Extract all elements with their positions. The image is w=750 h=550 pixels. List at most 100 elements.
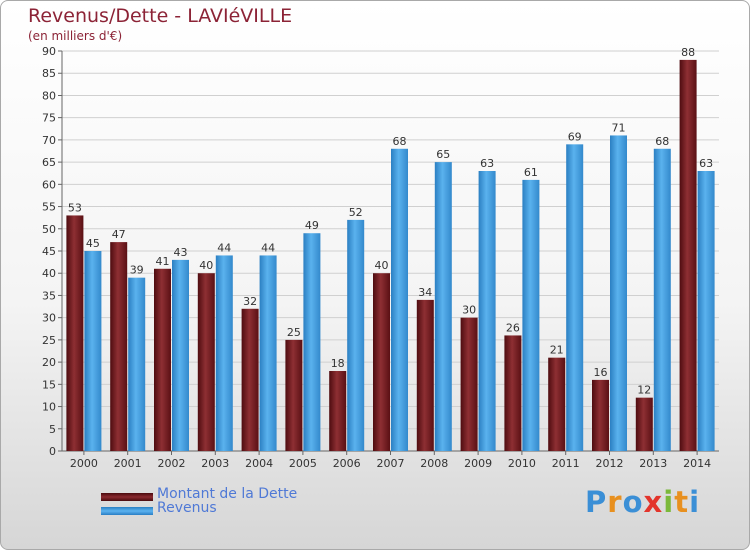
x-tick-label: 2000 <box>70 457 98 470</box>
data-label-dette: 34 <box>418 286 432 299</box>
bar-dette <box>679 59 697 452</box>
data-label-revenus: 61 <box>524 166 538 179</box>
y-tick-label: 35 <box>42 289 56 302</box>
y-tick-label: 0 <box>49 445 56 458</box>
bar-revenus <box>610 135 627 451</box>
y-tick-label: 15 <box>42 378 56 391</box>
data-label-dette: 18 <box>331 357 345 370</box>
bar-dette <box>373 273 390 451</box>
legend-label-revenus: Revenus <box>157 500 217 516</box>
bar-revenus <box>522 179 540 451</box>
y-tick-label: 50 <box>42 223 56 236</box>
x-tick-label: 2013 <box>639 457 667 470</box>
chart-subtitle: (en milliers d'€) <box>28 29 123 43</box>
y-tick-label: 45 <box>42 245 56 258</box>
data-label-revenus: 68 <box>655 135 669 148</box>
legend-swatch-revenus <box>101 507 153 515</box>
data-label-dette: 41 <box>156 255 170 268</box>
x-tick-label: 2007 <box>377 457 405 470</box>
y-tick-label: 20 <box>42 356 56 369</box>
y-tick-label: 60 <box>42 178 56 191</box>
x-tick-label: 2005 <box>289 457 317 470</box>
bar-revenus <box>303 233 321 451</box>
x-tick-label: 2004 <box>245 457 273 470</box>
bar-revenus <box>347 219 365 451</box>
bar-revenus <box>215 255 233 451</box>
bar-revenus <box>172 259 189 451</box>
data-label-revenus: 63 <box>480 157 494 170</box>
bar-dette <box>197 273 215 451</box>
x-tick-label: 2009 <box>464 457 492 470</box>
bar-dette <box>241 308 259 451</box>
y-tick-label: 85 <box>42 67 56 80</box>
y-tick-label: 90 <box>42 45 56 58</box>
data-label-revenus: 65 <box>436 148 450 161</box>
bar-dette <box>110 242 128 451</box>
y-tick-label: 80 <box>42 89 56 102</box>
logo-letter: o <box>622 485 644 519</box>
data-label-dette: 53 <box>68 201 82 214</box>
bar-revenus <box>391 148 408 451</box>
proxiti-logo: Proxiti <box>585 485 700 519</box>
y-tick-label: 5 <box>49 423 56 436</box>
y-tick-label: 40 <box>42 267 56 280</box>
bar-dette <box>635 397 653 451</box>
data-label-dette: 25 <box>287 326 301 339</box>
data-label-revenus: 49 <box>305 219 319 232</box>
data-label-dette: 12 <box>637 384 651 397</box>
x-tick-label: 2012 <box>596 457 624 470</box>
data-label-dette: 32 <box>243 295 257 308</box>
bar-revenus <box>697 171 715 451</box>
bar-dette <box>504 335 522 451</box>
data-label-dette: 21 <box>550 344 564 357</box>
logo-letter: r <box>607 485 623 519</box>
logo-letter: i <box>689 485 701 519</box>
y-tick-label: 30 <box>42 312 56 325</box>
legend-swatch-dette <box>101 493 153 501</box>
bar-dette <box>66 215 84 451</box>
data-label-revenus: 68 <box>393 135 407 148</box>
bar-revenus <box>434 162 452 451</box>
bar-revenus <box>128 277 146 451</box>
y-tick-label: 75 <box>42 112 56 125</box>
bar-dette <box>548 357 566 451</box>
legend-label-dette: Montant de la Dette <box>157 486 298 502</box>
logo-letter: i <box>663 485 675 519</box>
bar-revenus <box>653 148 671 451</box>
data-label-revenus: 45 <box>86 237 100 250</box>
y-tick-label: 65 <box>42 156 56 169</box>
bar-dette <box>154 268 171 451</box>
data-label-dette: 26 <box>506 321 520 334</box>
bar-dette <box>285 339 303 451</box>
x-tick-label: 2008 <box>420 457 448 470</box>
y-tick-label: 55 <box>42 201 56 214</box>
bar-revenus <box>566 144 584 452</box>
chart-title: Revenus/Dette - LAVIéVILLE <box>28 5 293 27</box>
data-label-revenus: 44 <box>217 241 231 254</box>
bar-revenus <box>84 251 102 451</box>
x-tick-label: 2010 <box>508 457 536 470</box>
data-label-revenus: 44 <box>261 241 275 254</box>
data-label-dette: 88 <box>681 46 695 59</box>
x-tick-label: 2006 <box>333 457 361 470</box>
data-label-revenus: 43 <box>174 246 188 259</box>
x-tick-label: 2002 <box>158 457 186 470</box>
data-label-revenus: 39 <box>130 264 144 277</box>
data-label-dette: 16 <box>594 366 608 379</box>
logo-letter: P <box>585 485 608 519</box>
x-tick-label: 2001 <box>114 457 142 470</box>
logo-letter: x <box>643 485 664 519</box>
data-label-dette: 40 <box>375 259 389 272</box>
x-tick-label: 2003 <box>201 457 229 470</box>
data-label-revenus: 71 <box>612 121 626 134</box>
bar-dette <box>460 317 478 451</box>
x-tick-label: 2011 <box>552 457 580 470</box>
y-tick-label: 70 <box>42 134 56 147</box>
bar-dette <box>592 379 609 451</box>
bar-revenus <box>478 171 496 451</box>
bar-dette <box>416 299 434 451</box>
data-label-revenus: 52 <box>349 206 363 219</box>
y-tick-label: 25 <box>42 334 56 347</box>
